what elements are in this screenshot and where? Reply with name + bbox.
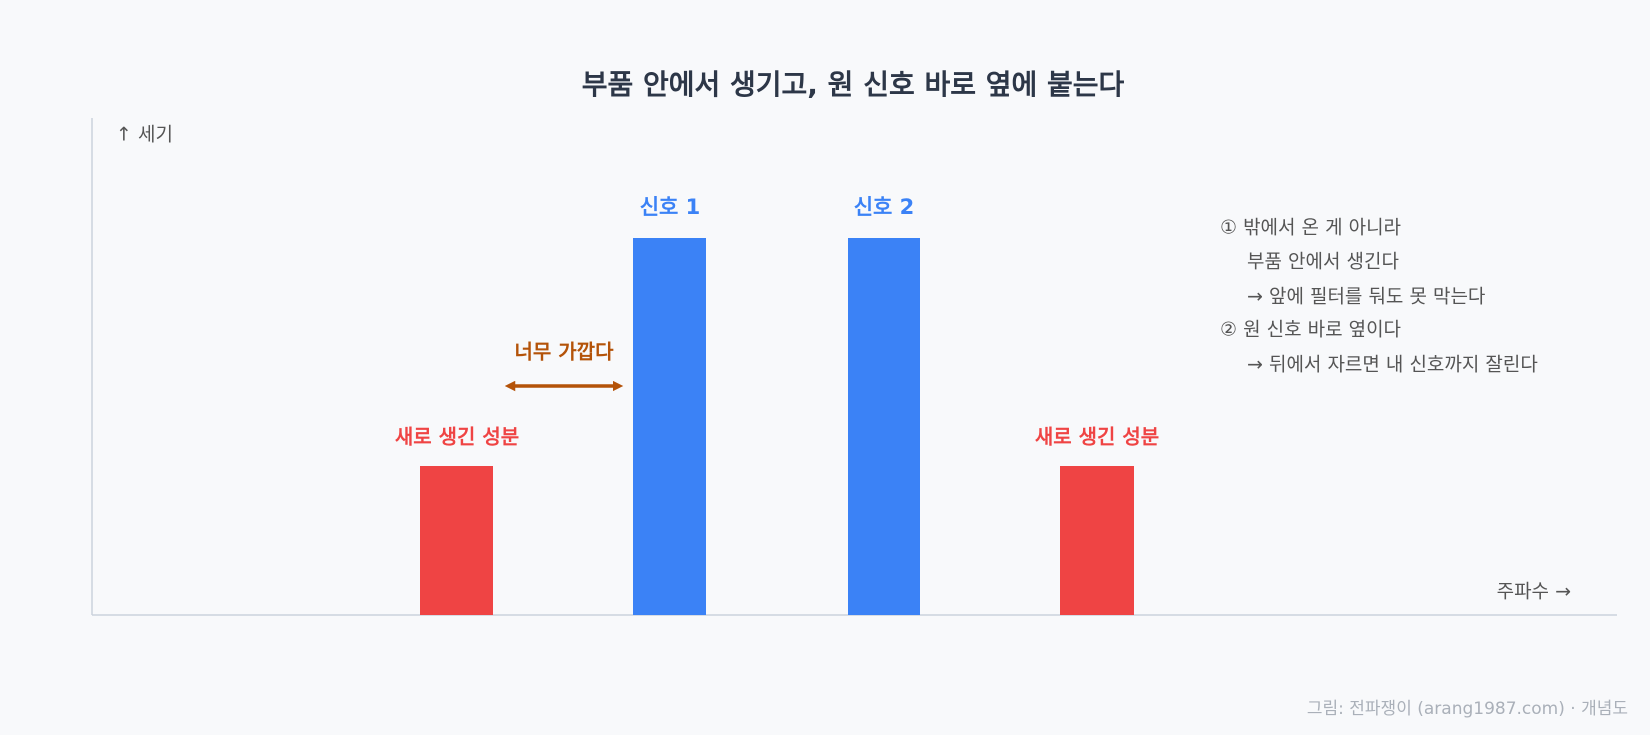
footer: 그림: 전파쟁이 (arang1987.com) · 개념도 [1307,699,1628,719]
note: → 뒤에서 자르면 내 신호까지 잘린다 [1247,354,1538,376]
note: 부품 안에서 생긴다 [1247,251,1399,273]
bar [420,466,493,615]
x-axis-label: 주파수 → [1497,581,1571,603]
bar-label: 새로 생긴 성분 [395,425,519,449]
bar [848,238,920,615]
y-axis-label: ↑ 세기 [116,124,173,146]
bar-label: 신호 2 [854,195,915,219]
bar-label: 새로 생긴 성분 [1035,425,1159,449]
note: ② 원 신호 바로 옆이다 [1220,319,1401,341]
bar [1060,466,1134,615]
bar [633,238,706,615]
title: 부품 안에서 생기고, 원 신호 바로 옆에 붙는다 [582,68,1125,101]
note: → 앞에 필터를 둬도 못 막는다 [1247,286,1485,308]
bar-label: 신호 1 [640,195,701,219]
annotation: 너무 가깝다 [515,340,615,364]
note: ① 밖에서 온 게 아니라 [1220,217,1401,239]
